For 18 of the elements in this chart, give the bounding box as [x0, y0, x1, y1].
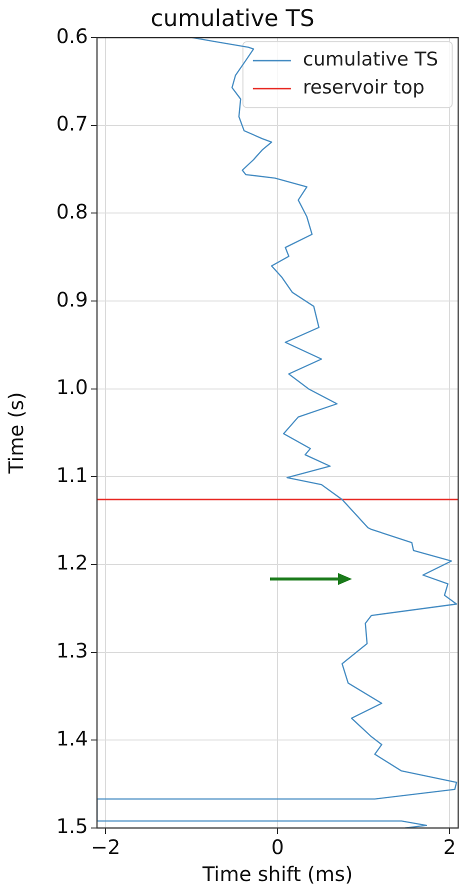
y-tick-label: 0.6	[56, 24, 88, 48]
legend-label: cumulative TS	[302, 48, 438, 71]
y-tick-label: 0.7	[56, 112, 88, 136]
chart-title: cumulative TS	[150, 6, 314, 32]
y-tick-label: 1.3	[56, 638, 88, 663]
y-tick-label: 0.8	[56, 199, 88, 224]
legend-label: reservoir top	[302, 76, 425, 99]
y-tick-label: 1.5	[56, 814, 88, 838]
y-tick-label: 0.9	[56, 287, 88, 312]
y-tick-label: 1.0	[56, 375, 88, 400]
y-tick-label: 1.2	[56, 550, 88, 575]
x-tick-label: −2	[90, 835, 120, 860]
x-tick-label: 0	[271, 835, 284, 860]
y-axis-title: Time (s)	[4, 392, 28, 474]
x-axis-title: Time shift (ms)	[201, 862, 353, 886]
y-tick-label: 1.4	[56, 726, 88, 750]
y-tick-label: 1.1	[56, 462, 88, 487]
x-tick-label: 2	[443, 835, 456, 860]
